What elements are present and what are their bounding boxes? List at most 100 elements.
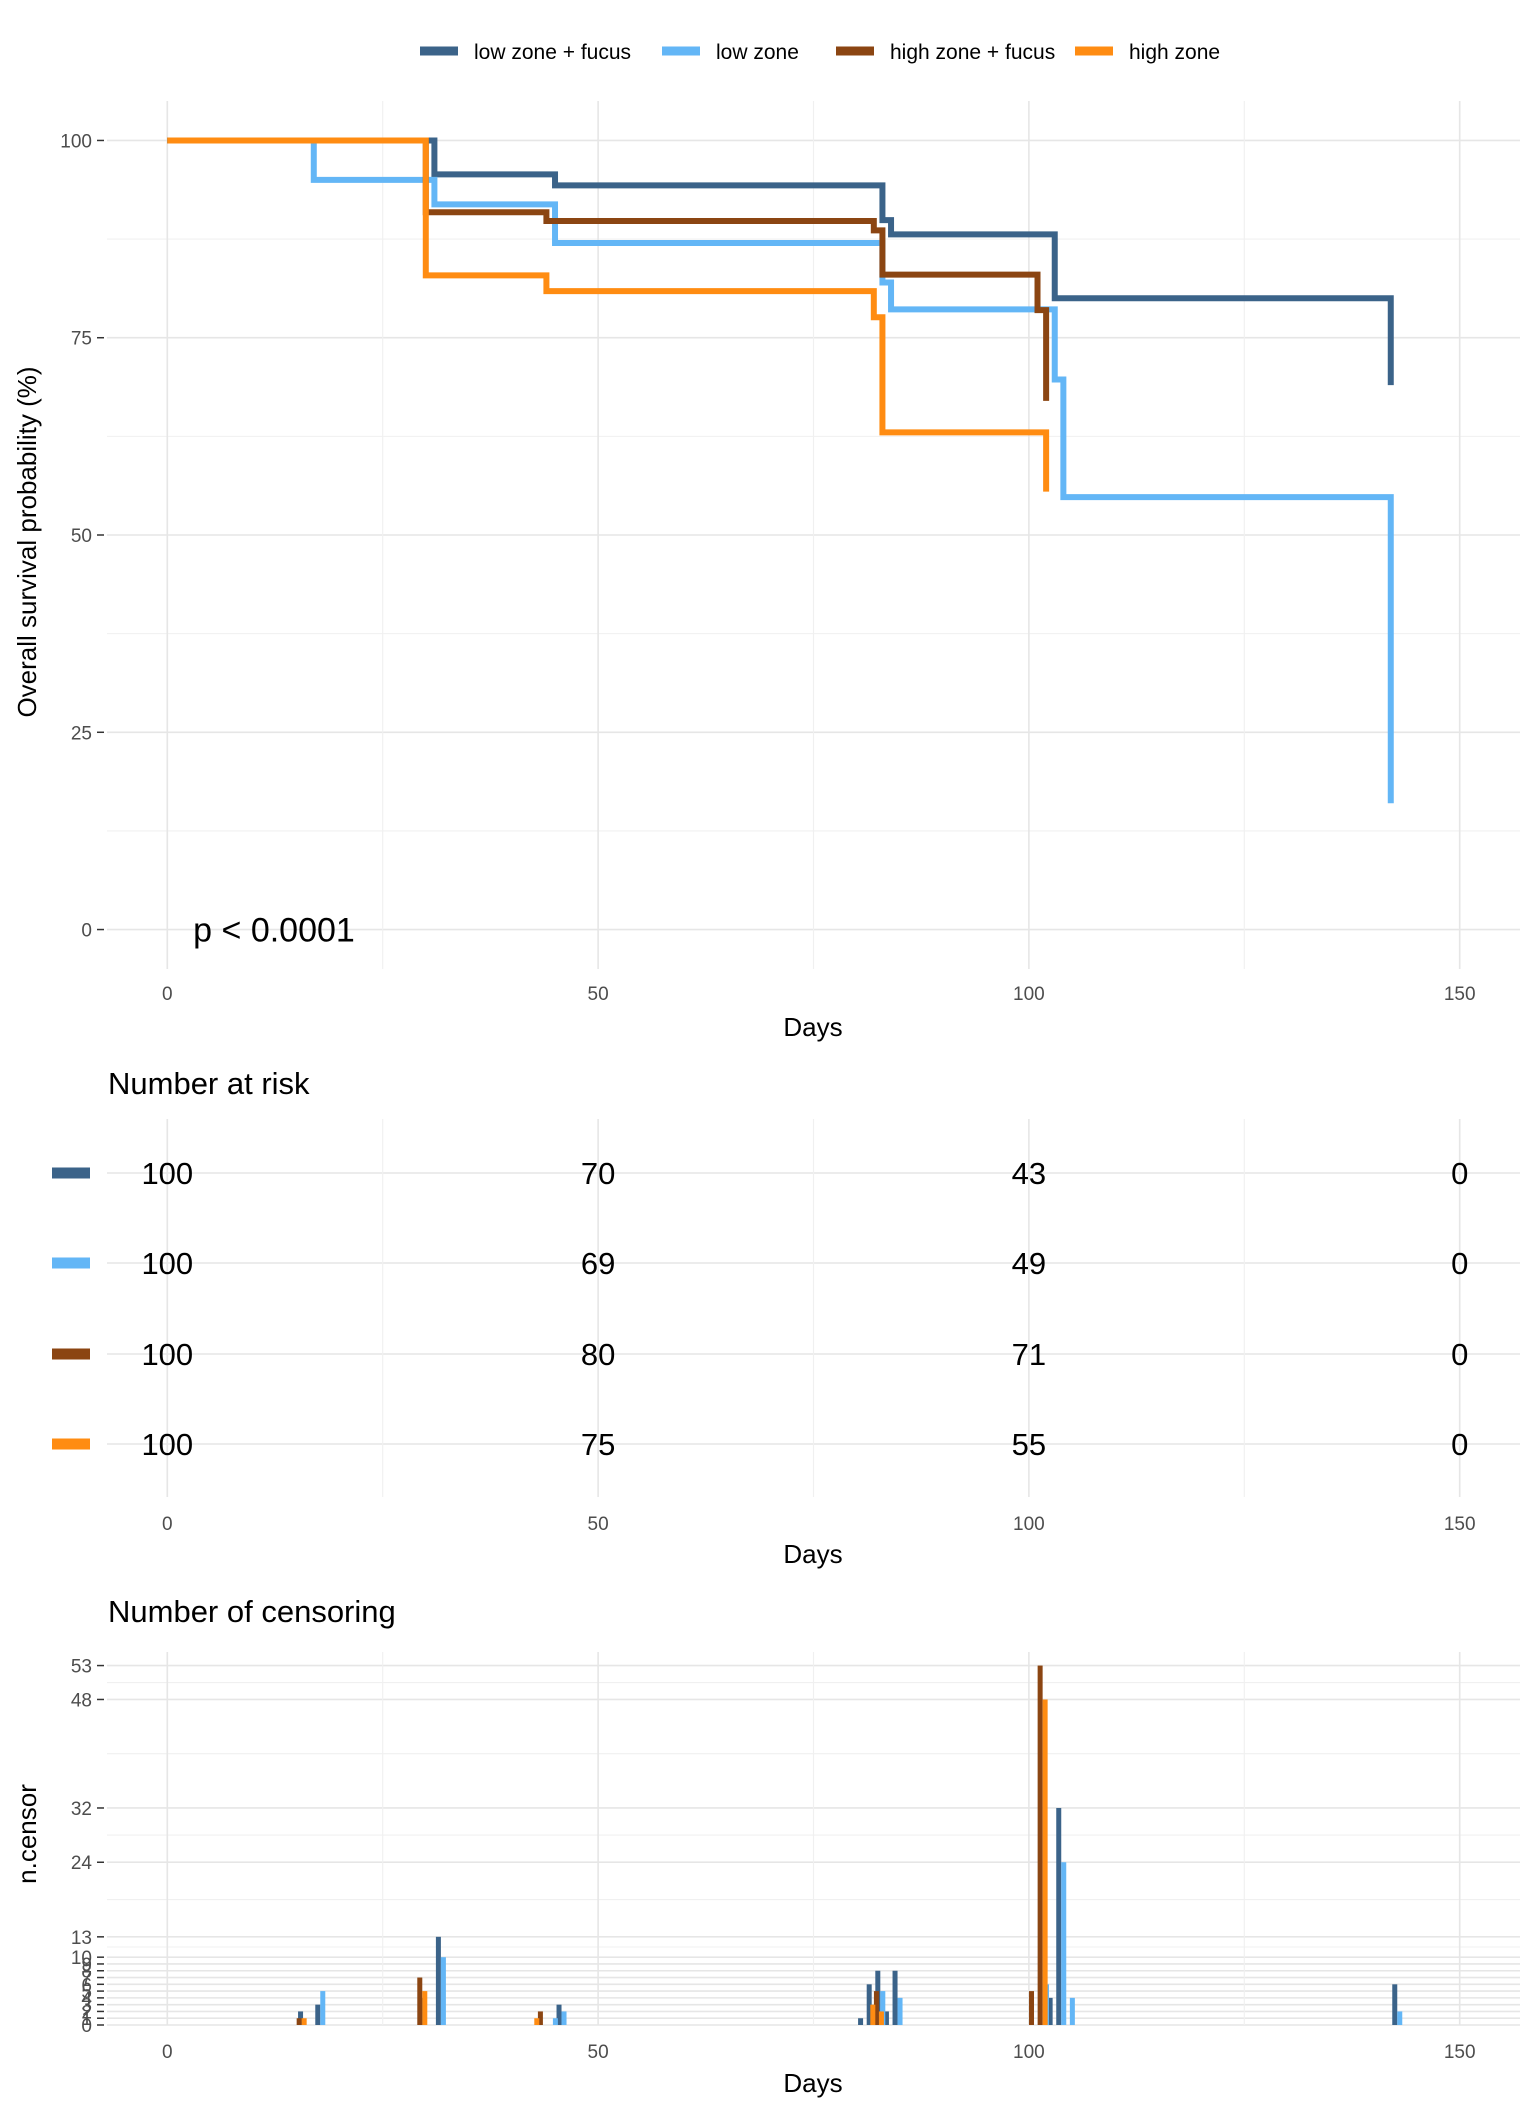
censoring-bar-low-zone [440, 1957, 446, 2025]
survival-curve-high-zone [167, 137, 1050, 492]
censoring-bar-low-zone [1069, 1997, 1075, 2025]
censoring-bar-high-zone-fucus [1037, 1665, 1043, 2025]
survival-curve-low-zone-fucus [167, 137, 1394, 386]
censoring-x-axis-title: Days [783, 2068, 842, 2098]
censoring-x-tick-label: 0 [162, 2042, 173, 2063]
censoring-y-tick-label: 7 [81, 1969, 92, 1990]
censoring-y-tick-label: 2 [81, 2002, 92, 2023]
risk-count-low-zone-fucus: 100 [141, 1156, 193, 1191]
survival-x-tick-label: 50 [588, 984, 609, 1005]
survival-x-tick-label: 150 [1444, 984, 1476, 1005]
risk-table-title: Number at risk [108, 1066, 310, 1101]
censoring-y-tick-label: 24 [71, 1853, 93, 1874]
risk-count-high-zone-fucus: 0 [1451, 1337, 1468, 1372]
survival-y-tick-label: 100 [60, 131, 92, 152]
censoring-bar-high-zone-fucus [1029, 1991, 1035, 2025]
legend-label-high-zone-fucus: high zone + fucus [890, 41, 1055, 64]
survival-curve-high-zone-fucus [167, 137, 1050, 401]
censoring-bar-low-zone-fucus [1392, 1984, 1398, 2025]
risk-count-low-zone: 49 [1012, 1246, 1046, 1281]
risk-count-low-zone-fucus: 70 [581, 1156, 615, 1191]
censoring-y-tick-label: 53 [71, 1657, 92, 1678]
legend-label-low-zone-fucus: low zone + fucus [474, 41, 631, 64]
censoring-bar-high-zone [870, 2004, 876, 2025]
survival-curves [167, 137, 1394, 804]
risk-count-high-zone-fucus: 71 [1012, 1337, 1046, 1372]
censoring-bar-high-zone-fucus [296, 2018, 302, 2025]
legend-label-high-zone: high zone [1129, 41, 1220, 64]
risk-table-x-tick-label: 150 [1444, 1514, 1476, 1535]
censoring-y-axis-title: n.censor [12, 1784, 42, 1884]
legend: low zone + fucus low zone high zone + fucu… [420, 41, 1220, 64]
censoring-bar-low-zone-fucus [892, 1970, 898, 2025]
censoring-bar-high-zone-fucus [873, 1991, 879, 2025]
censoring-bar-low-zone [897, 1997, 903, 2025]
survival-y-tick-label: 50 [71, 526, 92, 547]
censoring-bar-low-zone-fucus [435, 1936, 441, 2025]
censoring-y-tick-label: 3 [81, 1996, 92, 2017]
censoring-y-tick-label: 5 [81, 1982, 92, 2003]
censoring-bar-low-zone-fucus [315, 2004, 321, 2025]
censoring-y-tick-label: 32 [71, 1799, 92, 1820]
survival-y-tick-label: 25 [71, 723, 92, 744]
censoring-x-tick-label: 50 [588, 2042, 609, 2063]
risk-count-high-zone-fucus: 80 [581, 1337, 615, 1372]
censoring-bar-high-zone [422, 1991, 428, 2025]
censoring-bar-low-zone-fucus [556, 2004, 562, 2025]
risk-count-low-zone: 100 [141, 1246, 193, 1281]
p-value-annotation: p < 0.0001 [193, 912, 355, 950]
risk-table-x-tick-label: 100 [1013, 1514, 1045, 1535]
survival-x-tick-label: 100 [1013, 984, 1045, 1005]
survival-x-ticks: 0 50 100 150 [162, 984, 1476, 1005]
risk-count-high-zone: 0 [1451, 1427, 1468, 1462]
censoring-y-tick-label: 9 [81, 1955, 92, 1976]
risk-count-high-zone: 75 [581, 1427, 615, 1462]
censoring-y-tick-label: 0 [81, 2016, 92, 2037]
censoring-bar-high-zone [534, 2018, 540, 2025]
censoring-y-tick-label: 13 [71, 1928, 92, 1949]
risk-table-x-axis-title: Days [783, 1539, 842, 1569]
censoring-bar-low-zone-fucus [883, 2011, 889, 2025]
survival-y-axis-title: Overall survival probability (%) [12, 366, 42, 717]
survival-curve-low-zone [167, 137, 1394, 804]
risk-count-low-zone: 0 [1451, 1246, 1468, 1281]
censoring-bars [296, 1665, 1403, 2025]
censoring-grid [107, 1652, 1520, 2026]
risk-table-x-ticks: 0 50 100 150 [162, 1514, 1476, 1535]
censoring-y-tick-label: 1 [81, 2009, 92, 2030]
censoring-bar-low-zone-fucus [858, 2018, 864, 2025]
censoring-panel: Number of censoring 01234567891013243248… [12, 1594, 1520, 2098]
survival-x-axis-title: Days [783, 1012, 842, 1042]
censoring-y-tick-label: 4 [81, 1989, 92, 2010]
censoring-x-tick-label: 150 [1444, 2042, 1476, 2063]
risk-table-x-tick-label: 50 [588, 1514, 609, 1535]
censoring-bar-low-zone [552, 2018, 558, 2025]
censoring-bar-low-zone [320, 1991, 326, 2025]
censoring-bar-high-zone [878, 2011, 884, 2025]
risk-table-x-tick-label: 0 [162, 1514, 173, 1535]
survival-y-tick-label: 0 [81, 921, 92, 942]
risk-count-low-zone-fucus: 43 [1012, 1156, 1046, 1191]
risk-count-high-zone: 100 [141, 1427, 193, 1462]
censoring-y-tick-label: 8 [81, 1962, 92, 1983]
risk-count-low-zone-fucus: 0 [1451, 1156, 1468, 1191]
survival-x-tick-label: 0 [162, 984, 173, 1005]
censoring-y-tick-label: 6 [81, 1975, 92, 1996]
censoring-bar-low-zone-fucus [1056, 1807, 1062, 2025]
censoring-bar-low-zone [561, 2011, 567, 2025]
censoring-bar-low-zone [1397, 2011, 1403, 2025]
censoring-bar-high-zone [1042, 1699, 1048, 2025]
censoring-bar-low-zone [1061, 1862, 1067, 2025]
survival-curve-panel: 0 25 50 75 100 0 50 100 150 p < 0.0001 Days Ove… [12, 101, 1520, 1042]
censoring-x-ticks: 0 50 100 150 [162, 2042, 1476, 2063]
censoring-bar-high-zone-fucus [537, 2011, 543, 2025]
legend-label-low-zone: low zone [716, 41, 799, 64]
survival-grid [107, 101, 1520, 969]
censoring-bar-high-zone [301, 2018, 307, 2025]
censoring-title: Number of censoring [108, 1594, 396, 1629]
censoring-y-tick-label: 48 [71, 1690, 92, 1711]
risk-table-grid [107, 1119, 1520, 1497]
